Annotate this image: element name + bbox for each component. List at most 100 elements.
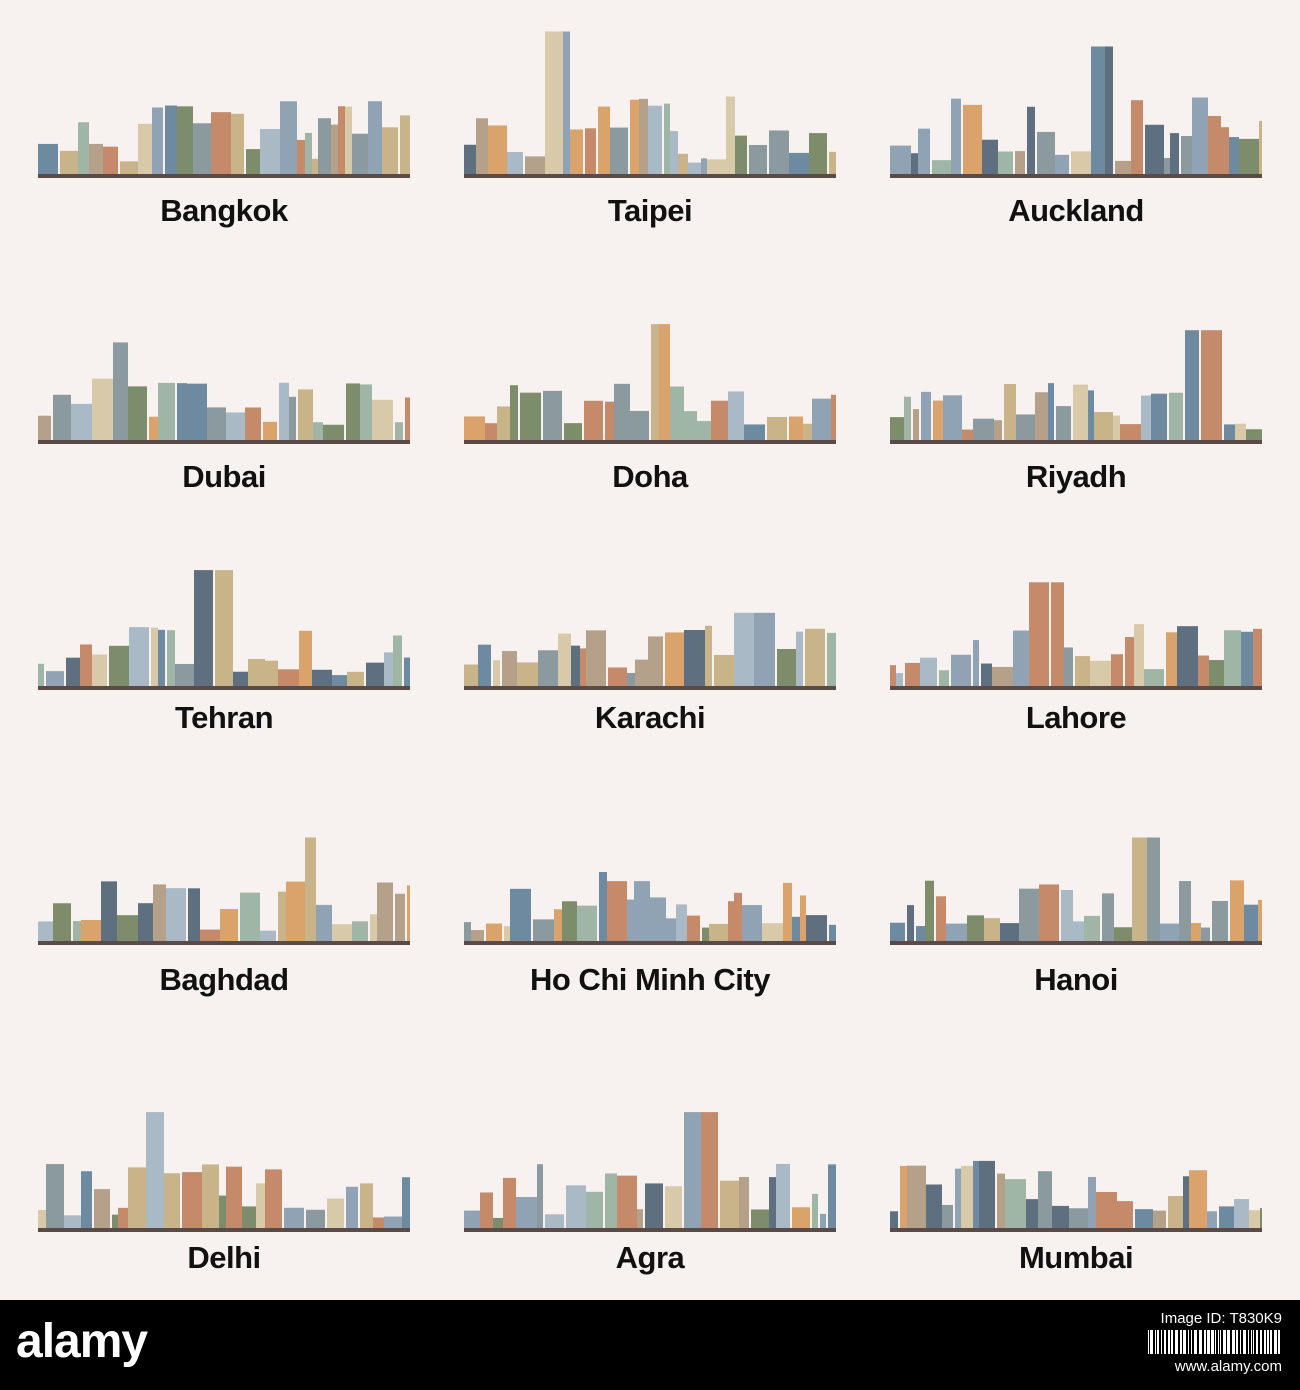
building-shape	[645, 1183, 663, 1228]
building-shape	[973, 640, 979, 686]
building-shape	[1229, 137, 1239, 174]
building-shape	[1029, 582, 1049, 686]
building-shape	[113, 342, 128, 440]
building-shape	[1071, 151, 1091, 174]
ground-line	[464, 941, 836, 945]
building-shape	[313, 422, 323, 440]
barcode-stripe	[1267, 1330, 1269, 1354]
building-shape	[299, 630, 312, 686]
building-shape	[372, 399, 393, 440]
building-shape	[525, 156, 545, 174]
barcode-stripe	[1264, 1330, 1266, 1354]
building-shape	[1258, 899, 1262, 941]
building-shape	[789, 416, 803, 440]
building-shape	[1048, 383, 1054, 440]
building-shape	[182, 1172, 202, 1228]
barcode-stripe	[1175, 1330, 1178, 1354]
building-shape	[1055, 154, 1069, 174]
building-shape	[280, 101, 297, 174]
barcode-stripe	[1207, 1330, 1210, 1354]
building-shape	[809, 133, 827, 174]
building-shape	[749, 144, 767, 174]
delhi-skyline-illustration	[38, 1112, 410, 1232]
ground-line	[890, 1228, 1262, 1232]
city-label-dubai: Dubai	[182, 459, 266, 494]
building-shape	[152, 107, 163, 174]
building-shape	[158, 629, 165, 686]
building-shape	[545, 1214, 564, 1228]
building-shape	[164, 1173, 180, 1228]
building-shape	[464, 144, 476, 174]
building-shape	[366, 662, 384, 686]
auckland-skyline-illustration	[890, 46, 1262, 178]
building-shape	[260, 930, 276, 941]
building-shape	[598, 106, 610, 174]
building-shape	[754, 612, 775, 686]
building-shape	[709, 923, 728, 941]
building-shape	[1239, 138, 1259, 174]
building-shape	[896, 673, 903, 686]
building-shape	[1224, 424, 1235, 440]
baghdad-skyline-illustration	[38, 837, 410, 945]
building-shape	[368, 101, 382, 174]
building-shape	[360, 1183, 373, 1228]
building-shape	[38, 663, 44, 686]
building-shape	[53, 394, 71, 440]
building-shape	[1244, 904, 1258, 941]
building-shape	[630, 99, 639, 174]
barcode-stripe	[1199, 1330, 1202, 1354]
building-shape	[1145, 124, 1164, 174]
building-shape	[92, 654, 107, 686]
building-shape	[1191, 923, 1201, 941]
building-shape	[734, 612, 754, 686]
barcode-stripe	[1227, 1330, 1230, 1354]
building-shape	[352, 921, 368, 941]
building-shape	[726, 96, 735, 174]
building-shape	[177, 106, 193, 174]
building-shape	[1035, 392, 1048, 440]
building-shape	[1037, 131, 1055, 174]
building-shape	[1016, 414, 1035, 440]
building-shape	[1246, 429, 1262, 440]
building-shape	[66, 657, 80, 686]
building-shape	[1144, 669, 1164, 686]
building-shape	[684, 1112, 701, 1228]
building-shape	[617, 1175, 637, 1228]
building-shape	[1132, 837, 1147, 941]
building-shape	[1249, 1210, 1260, 1228]
building-shape	[890, 417, 904, 440]
building-shape	[828, 1164, 836, 1228]
building-shape	[942, 1204, 953, 1228]
building-shape	[1169, 392, 1183, 440]
building-shape	[586, 1191, 603, 1228]
building-shape	[599, 872, 607, 941]
building-shape	[1168, 1196, 1183, 1228]
barcode-stripe	[1260, 1330, 1262, 1354]
building-shape	[907, 905, 914, 941]
building-shape	[504, 926, 510, 941]
ground-line	[890, 686, 1262, 690]
barcode-stripe	[1171, 1330, 1173, 1354]
building-shape	[393, 635, 402, 686]
barcode-stripe	[1220, 1330, 1221, 1354]
building-shape	[1039, 884, 1059, 941]
building-shape	[407, 885, 410, 941]
building-shape	[346, 1186, 358, 1228]
building-shape	[60, 150, 78, 174]
ground-line	[38, 174, 410, 178]
building-shape	[720, 1180, 739, 1228]
building-shape	[585, 128, 596, 174]
building-shape	[297, 139, 305, 174]
building-shape	[488, 125, 507, 174]
barcode-stripe	[1157, 1330, 1159, 1354]
building-shape	[1027, 106, 1035, 174]
building-shape	[537, 1164, 543, 1228]
building-shape	[464, 664, 478, 686]
building-shape	[951, 654, 971, 686]
building-shape	[994, 420, 1002, 440]
building-shape	[981, 663, 992, 686]
building-shape	[751, 1209, 769, 1228]
skyline-buildings	[38, 342, 410, 444]
building-shape	[352, 133, 368, 174]
building-shape	[71, 403, 92, 440]
